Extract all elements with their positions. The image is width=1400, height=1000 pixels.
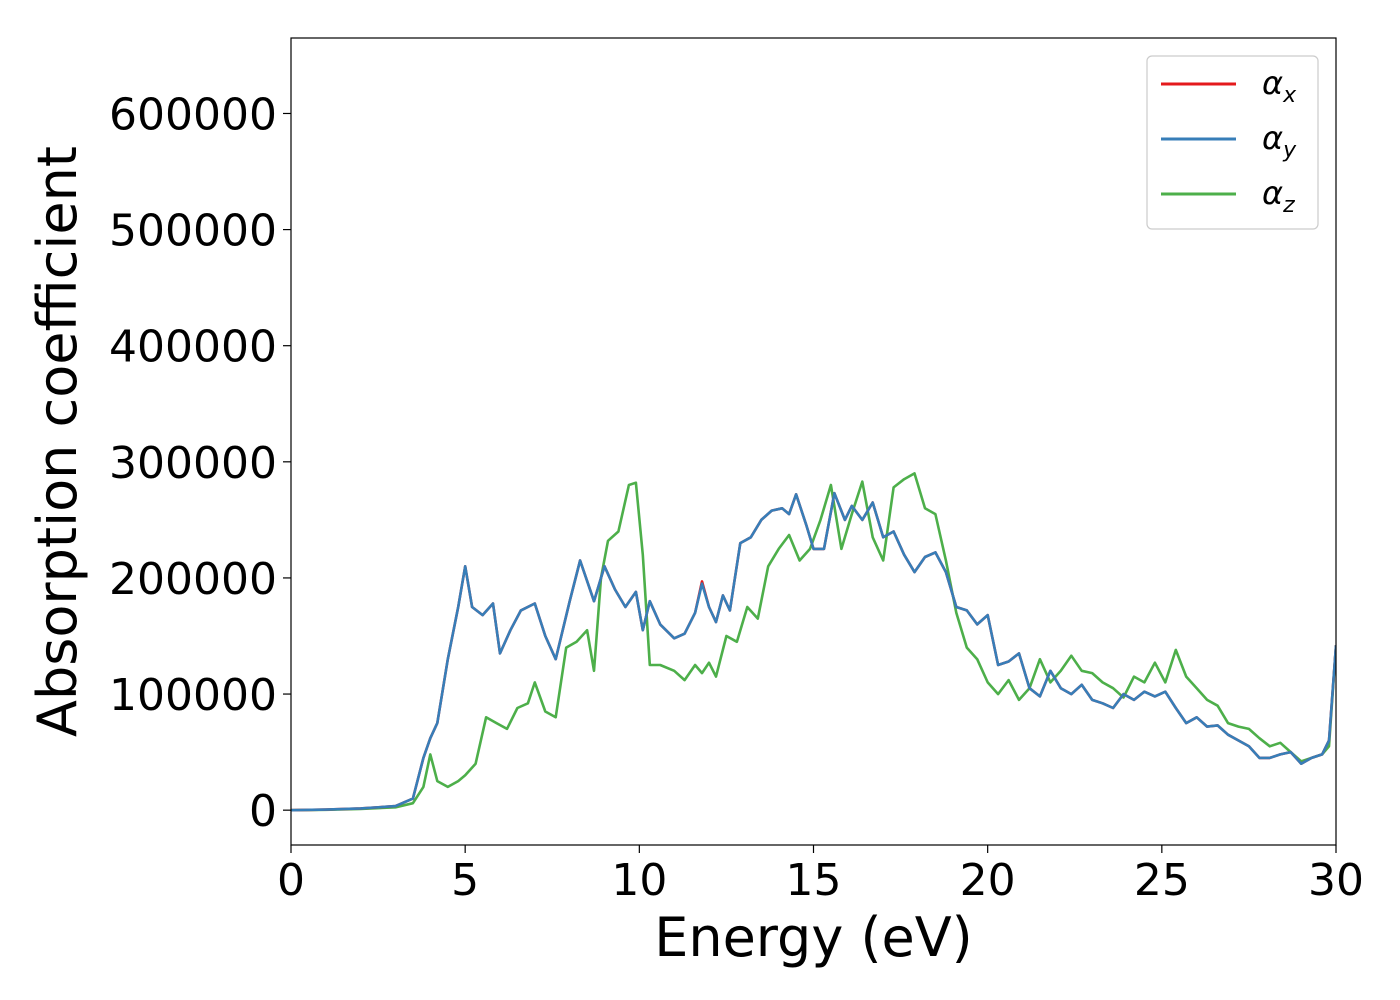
y-tick-label: 200000 bbox=[109, 554, 277, 605]
y-tick-label: 500000 bbox=[109, 206, 277, 257]
y-tick-label: 100000 bbox=[109, 670, 277, 721]
y-tick-label: 300000 bbox=[109, 438, 277, 489]
series-line-z bbox=[291, 472, 1336, 812]
y-tick-label: 400000 bbox=[109, 322, 277, 373]
x-tick-label: 0 bbox=[277, 855, 305, 906]
x-tick-label: 15 bbox=[786, 855, 842, 906]
legend-label-y: αy bbox=[1262, 119, 1297, 163]
series-layer bbox=[291, 472, 1336, 812]
ticks-layer: 0 5 10 15 20 25 30 0 100000 200000 300000 400000 500… bbox=[109, 89, 1364, 906]
y-tick-label: 600000 bbox=[109, 89, 277, 140]
x-tick-label: 20 bbox=[960, 855, 1016, 906]
legend-label-x: αx bbox=[1262, 64, 1297, 108]
x-tick-label: 10 bbox=[611, 855, 667, 906]
x-axis-title: Energy (eV) bbox=[654, 906, 973, 969]
y-tick-label: 0 bbox=[249, 786, 277, 837]
legend-label-z: αz bbox=[1262, 174, 1295, 218]
y-axis-title: Absorption coefficient bbox=[26, 146, 89, 737]
legend: αx αy αz bbox=[1146, 55, 1319, 230]
x-tick-label: 30 bbox=[1308, 855, 1364, 906]
series-line-y bbox=[291, 491, 1336, 812]
x-tick-label: 25 bbox=[1134, 855, 1190, 906]
legend-box bbox=[1146, 55, 1319, 230]
x-tick-label: 5 bbox=[451, 855, 479, 906]
